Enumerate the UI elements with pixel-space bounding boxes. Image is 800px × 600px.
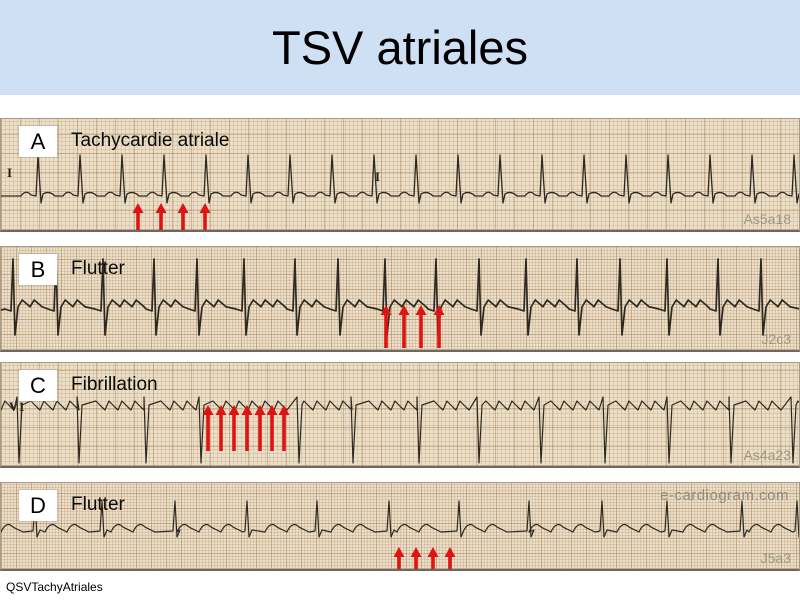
title-band: TSV atriales	[0, 0, 800, 95]
red-arrow-icon	[132, 203, 144, 230]
ecg-panel-d: D Flutter e-cardiogram.com J5a3	[0, 482, 800, 571]
panel-a-watermark: As5a18	[743, 211, 791, 227]
ecg-trace-c	[1, 396, 799, 464]
red-arrow-icon	[427, 547, 439, 569]
ecg-trace-d	[1, 500, 799, 538]
slide-title: TSV atriales	[272, 21, 528, 74]
panel-b-label-box: B	[19, 254, 57, 285]
red-arrow-icon	[433, 305, 445, 348]
ecg-panel-c: C Fibrillation As4a23 V1	[0, 362, 800, 468]
ecg-panel-a: A Tachycardie atriale As5a18 I I	[0, 118, 800, 232]
panel-b-watermark: J2c3	[761, 331, 791, 347]
red-arrow-icon	[228, 405, 240, 451]
slide-footer-filename: QSVTachyAtriales	[6, 580, 103, 594]
red-arrow-icon	[380, 305, 392, 348]
red-arrow-icon	[266, 405, 278, 451]
panel-d-title: Flutter	[71, 494, 125, 515]
red-arrow-icon	[254, 405, 266, 451]
lead-marker-i: I	[375, 169, 381, 184]
panel-d-label: D	[30, 492, 46, 518]
panel-d-label-box: D	[19, 490, 57, 521]
panel-a-label-box: A	[19, 126, 57, 157]
ecg-trace-a	[1, 154, 799, 204]
red-arrow-icon	[177, 203, 189, 230]
red-arrow-icon	[202, 405, 214, 451]
red-arrow-icon	[278, 405, 290, 451]
panel-c-label: C	[30, 372, 46, 398]
red-arrow-icon	[199, 203, 211, 230]
red-arrow-icon	[398, 305, 410, 348]
ecg-panel-b: B Flutter J2c3	[0, 246, 800, 352]
panel-a-label: A	[30, 128, 46, 154]
panel-c-title: Fibrillation	[71, 374, 158, 395]
panel-b-label: B	[30, 256, 46, 282]
panel-c-label-box: C	[19, 370, 57, 401]
panel-b-title: Flutter	[71, 258, 125, 279]
red-arrow-icon	[393, 547, 405, 569]
red-arrow-icon	[241, 405, 253, 451]
red-arrow-icon	[155, 203, 167, 230]
lead-marker-v1: V1	[9, 399, 25, 414]
red-arrow-icon	[215, 405, 227, 451]
panel-d-watermark: J5a3	[760, 550, 791, 566]
red-arrow-icon	[444, 547, 456, 569]
panel-d-source-watermark: e-cardiogram.com	[660, 487, 789, 504]
panel-c-watermark: As4a23	[743, 447, 791, 463]
lead-marker-i: I	[7, 165, 13, 180]
panel-a-title: Tachycardie atriale	[71, 130, 230, 151]
red-arrow-icon	[415, 305, 427, 348]
ecg-trace-b	[1, 258, 799, 336]
red-arrow-icon	[410, 547, 422, 569]
